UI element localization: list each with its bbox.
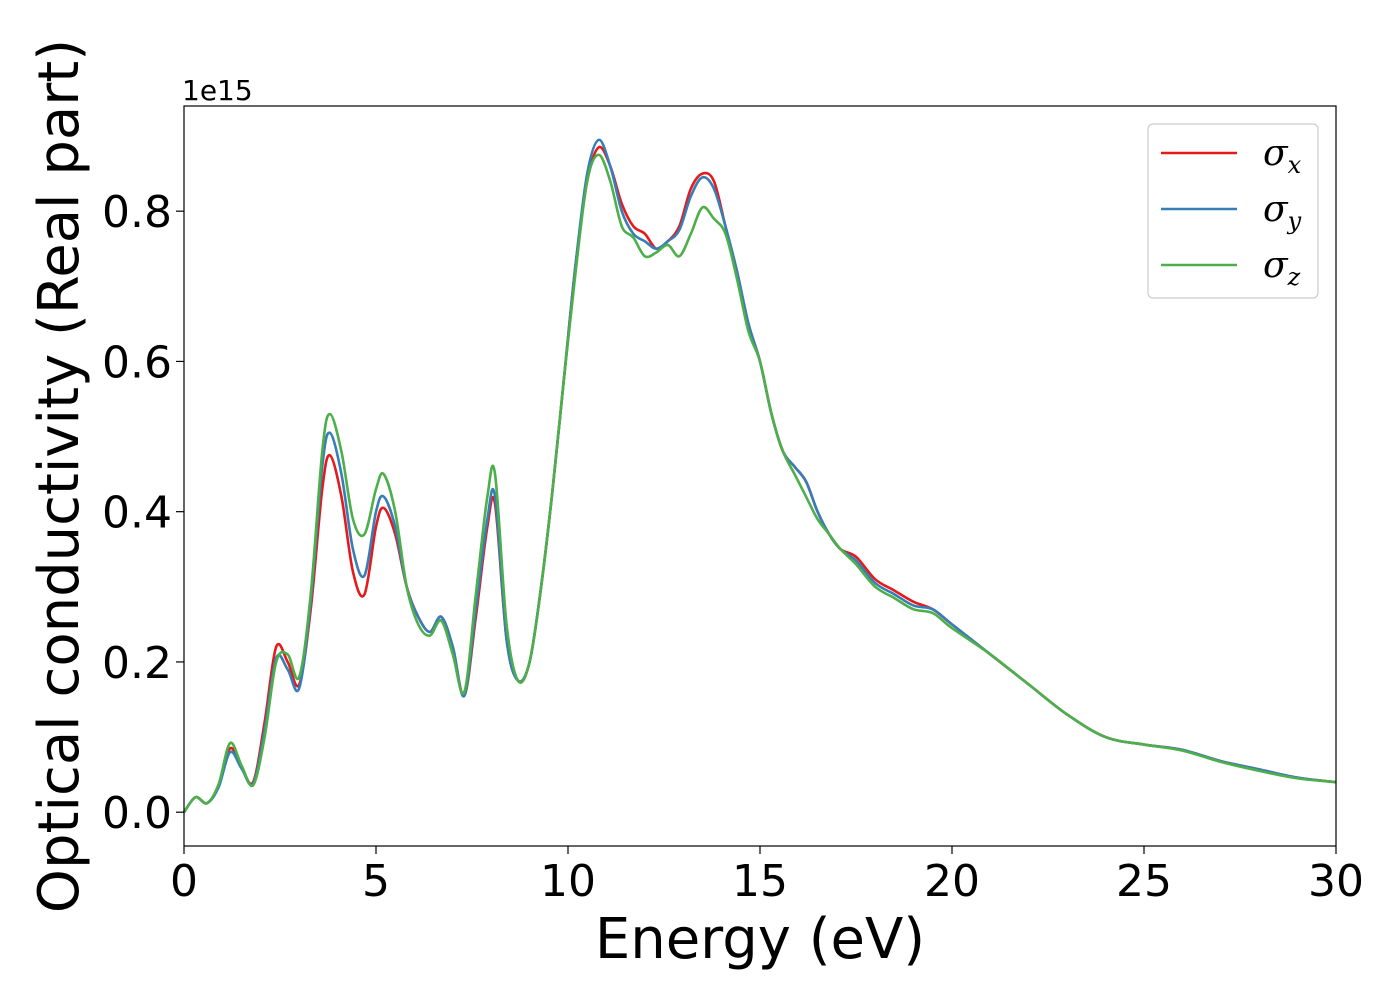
legend-box [1147,123,1319,299]
x-tick-label: 5 [362,856,390,907]
y-offset-label: 1e15 [182,74,253,107]
y-axis-ticks: 0.0 0.2 0.4 0.6 0.8 [102,187,184,839]
x-tick-label: 30 [1308,856,1364,907]
y-axis-label: Optical conductivity (Real part) [27,39,92,913]
y-tick-label: 0.2 [102,638,172,689]
y-tick-label: 0.0 [102,788,172,839]
plot-lines [182,138,1337,813]
x-axis-label: Energy (eV) [595,907,925,972]
y-tick-label: 0.8 [102,187,172,238]
x-tick-label: 25 [1116,856,1172,907]
legend-label-x: σx [1263,133,1302,179]
x-tick-label: 10 [540,856,596,907]
x-tick-label: 20 [924,856,980,907]
x-tick-label: 0 [170,856,198,907]
x-tick-label: 15 [732,856,788,907]
x-axis-ticks: 0 5 10 15 20 25 30 [170,846,1364,907]
y-tick-label: 0.6 [102,337,172,388]
y-tick-label: 0.4 [102,488,172,539]
series-line-z [182,153,1337,813]
